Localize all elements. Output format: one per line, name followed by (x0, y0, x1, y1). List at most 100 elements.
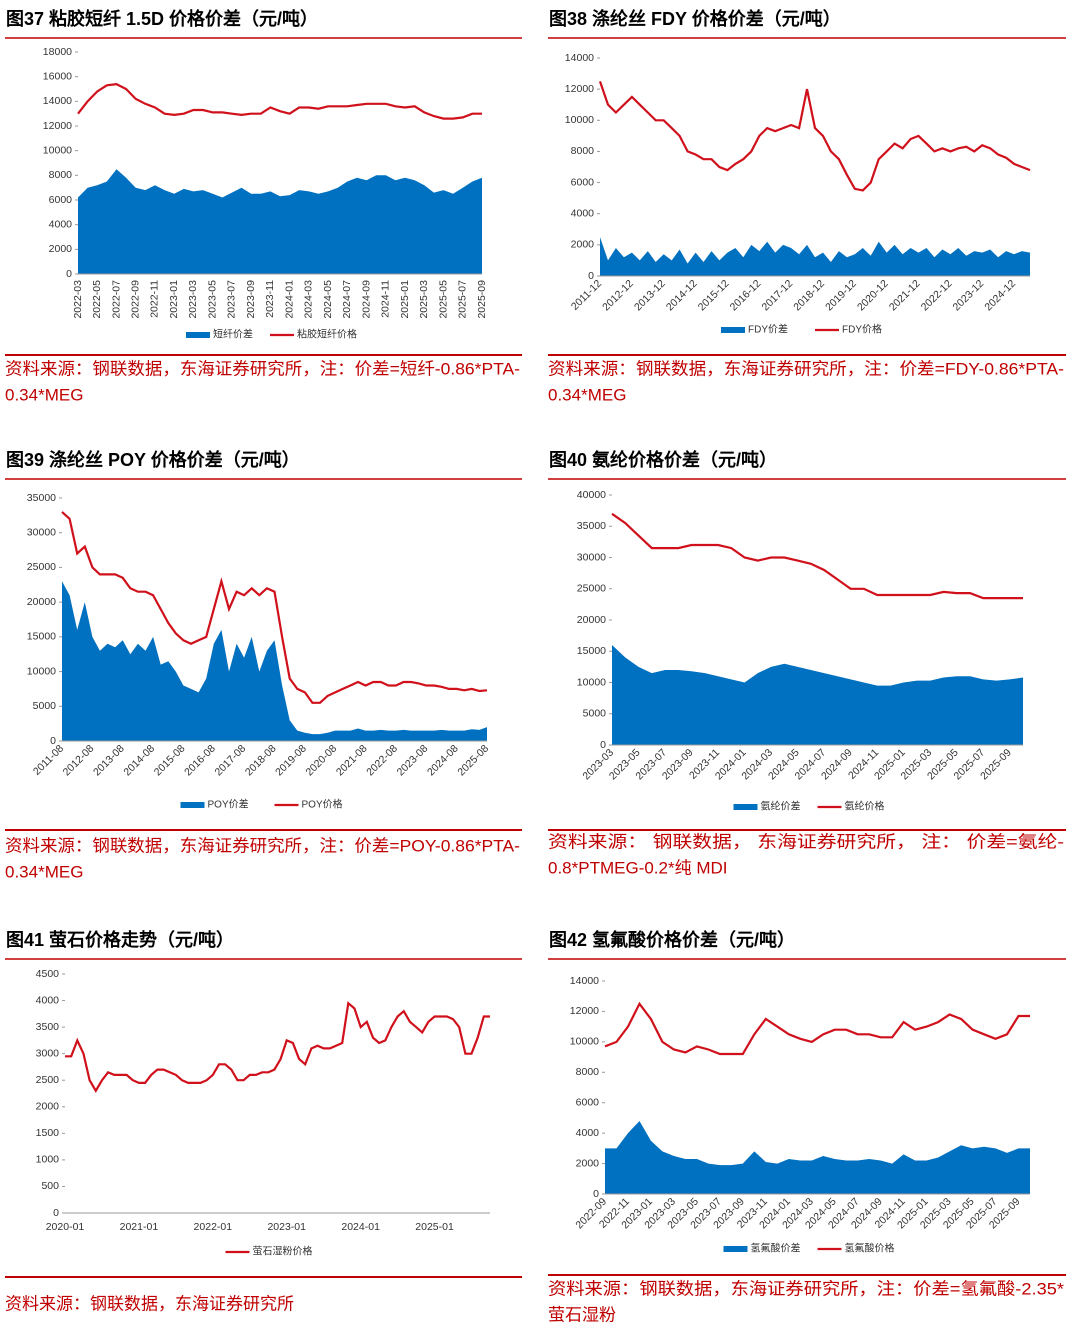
y-tick-label: 8000 (571, 145, 595, 157)
legend-swatch (723, 1246, 748, 1252)
x-tick-label: 2023-11 (264, 280, 276, 318)
y-tick-label: 20000 (577, 614, 606, 626)
x-tick-label: 2015-12 (696, 277, 732, 313)
y-tick-label: 12000 (43, 120, 72, 132)
x-tick-label: 2025-03 (418, 280, 430, 319)
x-tick-label: 2013-12 (632, 277, 668, 313)
legend-swatch (721, 327, 745, 333)
y-tick-label: 10000 (565, 114, 594, 126)
y-tick-label: 12000 (570, 1005, 599, 1017)
y-tick-label: 14000 (565, 52, 594, 64)
x-tick-label: 2024-11 (380, 280, 392, 318)
x-tick-label: 2012-12 (600, 277, 636, 313)
y-tick-label: 25000 (27, 561, 56, 573)
y-tick-label: 0 (50, 735, 56, 747)
line (598, 81, 1031, 192)
x-tick-label: 2025-07 (457, 280, 469, 319)
y-tick-label: 2000 (576, 1157, 600, 1169)
x-tick-label: 2024-05 (322, 280, 334, 319)
x-tick-label: 2016-12 (728, 277, 764, 313)
x-tick-label: 2022-08 (364, 742, 400, 778)
x-tick-label: 2022-11 (149, 280, 161, 318)
x-tick-label: 2024-07 (341, 280, 353, 319)
x-tick-label: 2023-09 (245, 280, 257, 319)
x-tick-label: 2024-12 (982, 277, 1018, 313)
x-tick-label: 2021-08 (334, 742, 370, 778)
chart-title: 图37 粘胶短纤 1.5D 价格价差（元/吨） (6, 8, 318, 29)
x-tick-label: 2024-03 (303, 280, 315, 319)
y-tick-label: 4500 (36, 968, 60, 980)
y-tick-label: 4000 (571, 207, 595, 219)
source-note: 资料来源：钢联数据，东海证券研究所，注：价差=氢氟酸-2.35* (548, 1279, 1064, 1298)
y-tick-label: 15000 (27, 631, 56, 643)
x-tick-label: 2017-08 (212, 742, 248, 778)
y-tick-label: 0 (53, 1207, 59, 1219)
y-tick-label: 10000 (570, 1036, 599, 1048)
x-tick-label: 2022-07 (110, 280, 122, 319)
legend-swatch (733, 804, 758, 810)
y-tick-label: 2000 (36, 1101, 60, 1113)
chart-title: 图41 萤石价格走势（元/吨） (6, 929, 234, 950)
y-tick-label: 10000 (27, 665, 56, 677)
x-tick-label: 2022-12 (919, 277, 955, 313)
y-tick-label: 0 (600, 739, 606, 751)
x-tick-label: 2022-01 (194, 1221, 233, 1233)
legend-label: 短纤价差 (213, 328, 253, 341)
legend-label: 氨纶价格 (845, 800, 885, 813)
x-tick-label: 2023-01 (267, 1221, 306, 1233)
y-tick-label: 2000 (49, 243, 73, 255)
x-tick-label: 2021-01 (120, 1221, 159, 1233)
x-tick-label: 2019-08 (273, 742, 309, 778)
x-tick-label: 2023-05 (206, 280, 218, 319)
legend-label: POY价格 (302, 798, 343, 811)
y-tick-label: 0 (593, 1188, 599, 1200)
x-tick-label: 2020-12 (855, 277, 891, 313)
y-tick-label: 15000 (577, 645, 606, 657)
y-tick-label: 18000 (43, 46, 72, 58)
y-tick-label: 10000 (577, 676, 606, 688)
x-tick-label: 2023-08 (395, 742, 431, 778)
y-tick-label: 35000 (27, 492, 56, 504)
x-tick-label: 2025-08 (455, 742, 491, 778)
y-tick-label: 0 (66, 268, 72, 280)
legend-label: 氢氟酸价差 (751, 1242, 801, 1255)
source-note: 资料来源：钢联数据，东海证券研究所，注：价差=短纤-0.86*PTA- (5, 359, 520, 378)
y-tick-label: 10000 (43, 144, 72, 156)
x-tick-label: 2013-08 (91, 742, 127, 778)
x-tick-label: 2020-01 (46, 1221, 85, 1233)
area (62, 581, 487, 741)
area (78, 169, 482, 274)
line (77, 82, 482, 120)
area (600, 237, 1030, 276)
legend-swatch (180, 802, 205, 808)
legend-label: 氢氟酸价格 (845, 1242, 895, 1255)
x-tick-label: 2012-08 (61, 742, 97, 778)
y-tick-label: 5000 (583, 708, 607, 720)
x-tick-label: 2014-08 (121, 742, 157, 778)
y-tick-label: 6000 (49, 194, 73, 206)
y-tick-label: 500 (41, 1180, 59, 1192)
y-tick-label: 8000 (49, 169, 73, 181)
x-tick-label: 2024-09 (360, 280, 372, 319)
y-tick-label: 5000 (33, 700, 57, 712)
x-tick-label: 2022-05 (91, 280, 103, 319)
y-tick-label: 12000 (565, 83, 594, 95)
x-tick-label: 2011-08 (31, 742, 66, 777)
x-tick-label: 2017-12 (759, 277, 795, 313)
x-tick-label: 2019-12 (823, 277, 859, 313)
legend-label: FDY价差 (748, 323, 788, 336)
y-tick-label: 4000 (49, 218, 73, 230)
legend-label: POY价差 (208, 798, 249, 811)
y-tick-label: 25000 (577, 583, 606, 595)
source-note: 资料来源：钢联数据，东海证券研究所 (5, 1294, 294, 1313)
chart-title: 图42 氢氟酸价格价差（元/吨） (549, 929, 795, 950)
x-tick-label: 2024-01 (341, 1221, 380, 1233)
x-tick-label: 2022-09 (129, 280, 141, 319)
y-tick-label: 16000 (43, 70, 72, 82)
line (61, 511, 488, 704)
x-tick-label: 2018-12 (791, 277, 827, 313)
legend-label: 氨纶价差 (761, 800, 801, 813)
x-tick-label: 2023-07 (226, 280, 238, 319)
x-tick-label: 2016-08 (182, 742, 218, 778)
